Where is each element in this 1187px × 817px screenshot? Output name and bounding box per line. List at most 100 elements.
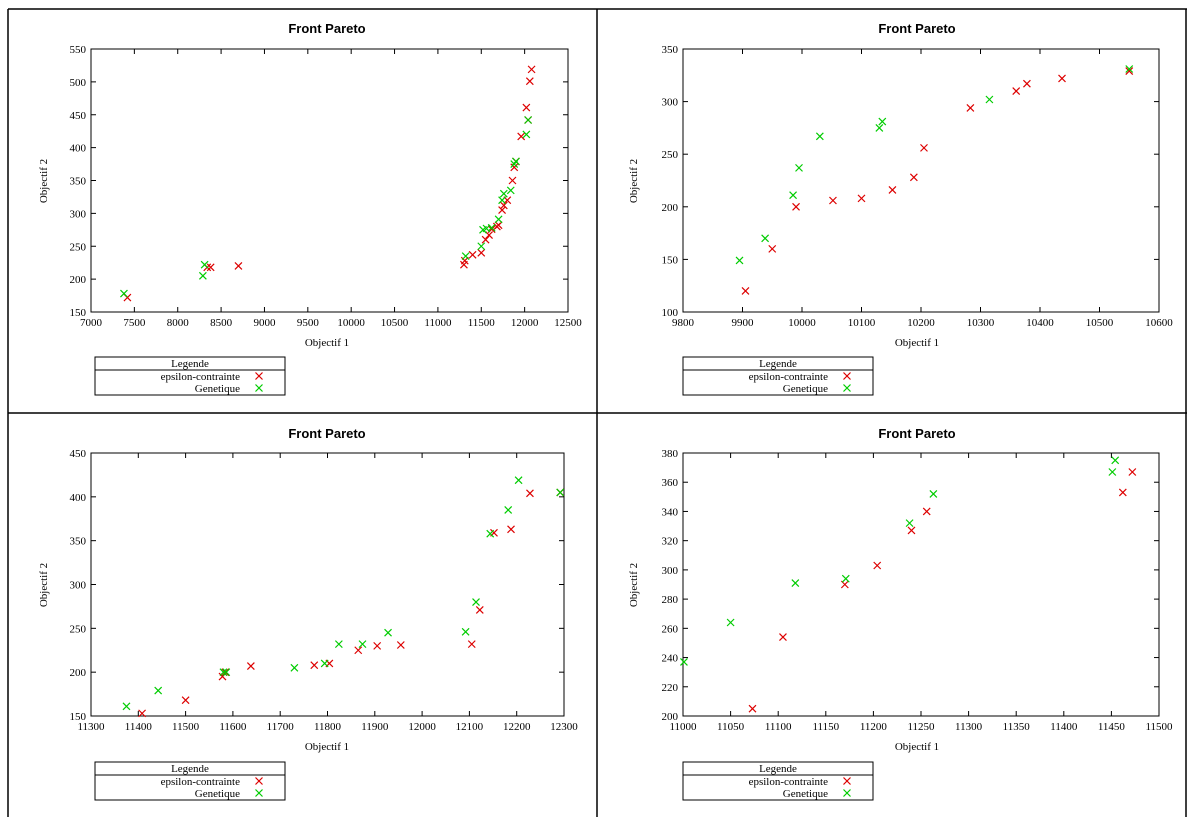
x-tick-label: 10500 <box>381 317 409 329</box>
data-point-genetique <box>875 123 884 132</box>
data-point-epsilon <box>748 704 757 713</box>
data-point-epsilon <box>373 641 382 650</box>
data-point-genetique <box>815 132 824 141</box>
legend-entry-marker <box>255 789 263 797</box>
data-point-genetique <box>985 95 994 104</box>
y-tick-label: 200 <box>70 274 87 286</box>
marker-stroke <box>468 250 477 259</box>
y-tick-label: 100 <box>662 307 679 319</box>
legend-entry-label: epsilon-contrainte <box>161 371 241 383</box>
marker-stroke <box>1125 67 1134 76</box>
y-tick-label: 240 <box>662 653 679 665</box>
marker-stroke <box>485 231 494 239</box>
x-tick-label: 12000 <box>408 721 436 733</box>
marker-stroke <box>200 260 209 269</box>
legend-frame <box>94 356 286 396</box>
data-point-epsilon <box>779 633 787 642</box>
y-tick-label: 260 <box>662 623 679 635</box>
legend-entry-label: Genetique <box>783 788 828 800</box>
marker-stroke <box>482 224 491 233</box>
y-tick-label: 400 <box>70 143 87 155</box>
data-point-genetique <box>198 271 207 280</box>
y-tick-label: 340 <box>662 506 679 518</box>
y-tick-label: 380 <box>662 448 679 460</box>
x-tick-label: 11000 <box>424 317 452 329</box>
marker-stroke <box>905 519 914 528</box>
marker-stroke <box>255 372 263 380</box>
legend-frame <box>682 356 874 396</box>
marker-stroke <box>735 256 744 265</box>
marker-stroke <box>726 618 735 627</box>
marker-stroke <box>477 242 486 251</box>
marker-stroke <box>290 663 299 672</box>
x-tick-label: 11000 <box>669 721 697 733</box>
data-point-epsilon <box>1128 468 1137 476</box>
y-tick-label: 280 <box>662 594 679 606</box>
marker-stroke <box>498 206 507 215</box>
x-tick-label: 9000 <box>253 317 276 329</box>
data-point-epsilon <box>525 77 534 86</box>
marker-stroke <box>494 215 503 224</box>
marker-stroke <box>843 789 851 797</box>
data-point-genetique <box>791 579 800 587</box>
data-point-epsilon <box>507 525 515 534</box>
x-tick-label: 11500 <box>468 317 496 329</box>
x-tick-label: 12200 <box>503 721 531 733</box>
marker-stroke <box>795 163 803 172</box>
data-point-epsilon <box>522 103 531 112</box>
data-point-epsilon <box>909 173 918 182</box>
marker-stroke <box>384 628 392 637</box>
marker-stroke <box>875 123 884 132</box>
y-tick-label: 350 <box>70 176 87 188</box>
marker-stroke <box>966 103 975 112</box>
legend-entry-marker <box>843 372 851 380</box>
chart-title: Front Pareto <box>288 426 365 441</box>
data-point-epsilon <box>1058 74 1066 83</box>
marker-stroke <box>779 633 787 642</box>
marker-stroke <box>154 686 163 695</box>
data-point-genetique <box>929 489 938 498</box>
marker-stroke <box>512 157 520 166</box>
marker-stroke <box>517 132 526 141</box>
data-point-epsilon <box>907 526 916 535</box>
data-point-epsilon <box>138 709 147 718</box>
marker-stroke <box>477 248 486 257</box>
y-tick-label: 300 <box>662 565 679 577</box>
chart-title: Front Pareto <box>878 426 955 441</box>
legend-entry-label: Genetique <box>195 788 240 800</box>
data-point-epsilon <box>888 186 897 194</box>
marker-stroke <box>741 287 750 295</box>
x-tick-label: 11150 <box>812 721 839 733</box>
x-tick-label: 11300 <box>955 721 983 733</box>
legend-entry-label: epsilon-contrainte <box>749 371 829 383</box>
marker-stroke <box>123 293 132 302</box>
data-point-epsilon <box>221 668 230 677</box>
data-point-epsilon <box>498 206 507 215</box>
y-tick-label: 220 <box>662 682 679 694</box>
marker-stroke <box>320 659 329 668</box>
marker-stroke <box>792 202 800 211</box>
data-point-genetique <box>789 191 797 200</box>
data-point-epsilon <box>508 176 517 185</box>
marker-stroke <box>1012 87 1021 96</box>
data-point-epsilon <box>467 640 476 649</box>
marker-stroke <box>878 117 887 126</box>
marker-stroke <box>507 525 515 534</box>
data-point-genetique <box>461 252 470 261</box>
marker-stroke <box>680 658 688 666</box>
legend-title: Legende <box>759 358 797 370</box>
data-point-genetique <box>506 186 515 195</box>
data-point-epsilon <box>526 489 534 498</box>
x-tick-label: 11400 <box>1050 721 1078 733</box>
marker-stroke <box>510 163 519 172</box>
marker-stroke <box>843 372 851 380</box>
marker-stroke <box>1111 456 1120 465</box>
marker-stroke <box>1022 79 1031 88</box>
data-point-genetique <box>222 668 231 677</box>
legend-entry-label: epsilon-contrainte <box>161 776 241 788</box>
marker-stroke <box>1125 65 1134 73</box>
x-tick-label: 10300 <box>967 317 995 329</box>
legend-title: Legende <box>171 358 209 370</box>
y-tick-label: 150 <box>70 307 87 319</box>
